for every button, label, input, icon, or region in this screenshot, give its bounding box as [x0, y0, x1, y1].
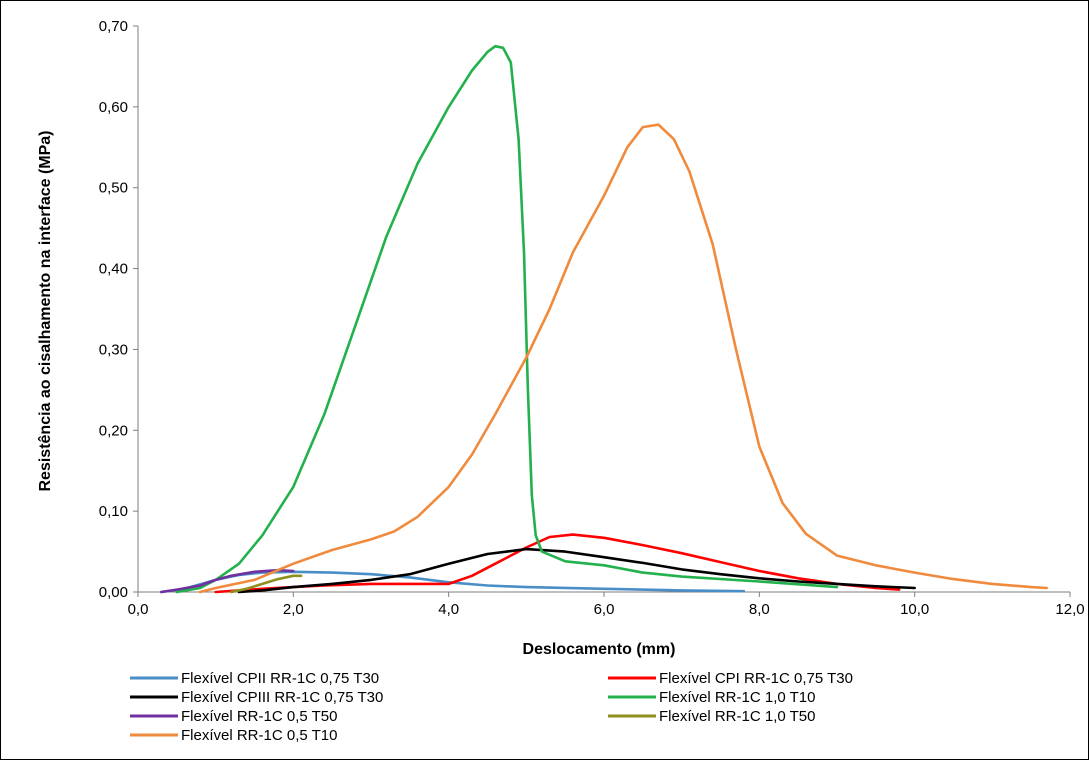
y-tick-label: 0,10	[99, 503, 128, 520]
legend-label: Flexível RR-1C 1,0 T10	[659, 689, 815, 706]
y-tick-label: 0,70	[99, 18, 128, 35]
y-tick-label: 0,00	[99, 584, 128, 601]
legend-label: Flexível RR-1C 0,5 T50	[181, 708, 337, 725]
y-tick-label: 0,50	[99, 180, 128, 197]
legend: Flexível CPII RR-1C 0,75 T30 Flexível CPI…	[130, 670, 853, 744]
x-tick-label: 6,0	[594, 601, 615, 618]
x-tick-label: 0,0	[128, 601, 149, 618]
y-tick-label: 0,60	[99, 99, 128, 116]
legend-label: Flexível RR-1C 1,0 T50	[659, 708, 815, 725]
x-tick-label: 2,0	[283, 601, 304, 618]
legend-label: Flexível RR-1C 0,5 T10	[181, 727, 337, 744]
x-tick-label: 12,0	[1055, 601, 1084, 618]
y-axis-label: Resistência ao cisalhamento na interface…	[37, 130, 54, 491]
series-group	[161, 46, 1046, 592]
legend-label: Flexível CPI RR-1C 0,75 T30	[659, 670, 853, 687]
x-tick-label: 8,0	[749, 601, 770, 618]
y-tick-label: 0,20	[99, 422, 128, 439]
x-tick-label: 4,0	[438, 601, 459, 618]
series-line-4	[177, 46, 837, 592]
axes	[133, 26, 1070, 597]
series-line-7	[200, 125, 1047, 592]
y-tick-label: 0,40	[99, 261, 128, 278]
x-tick-label: 10,0	[900, 601, 929, 618]
legend-label: Flexível CPII RR-1C 0,75 T30	[181, 670, 379, 687]
legend-label: Flexível CPIII RR-1C 0,75 T30	[181, 689, 383, 706]
y-tick-label: 0,30	[99, 341, 128, 358]
tick-labels: 0,00 0,10 0,20 0,30 0,40 0,50 0,60 0,70 0,0 2,0 4,…	[99, 18, 1085, 618]
x-axis-label: Deslocamento (mm)	[523, 641, 676, 658]
